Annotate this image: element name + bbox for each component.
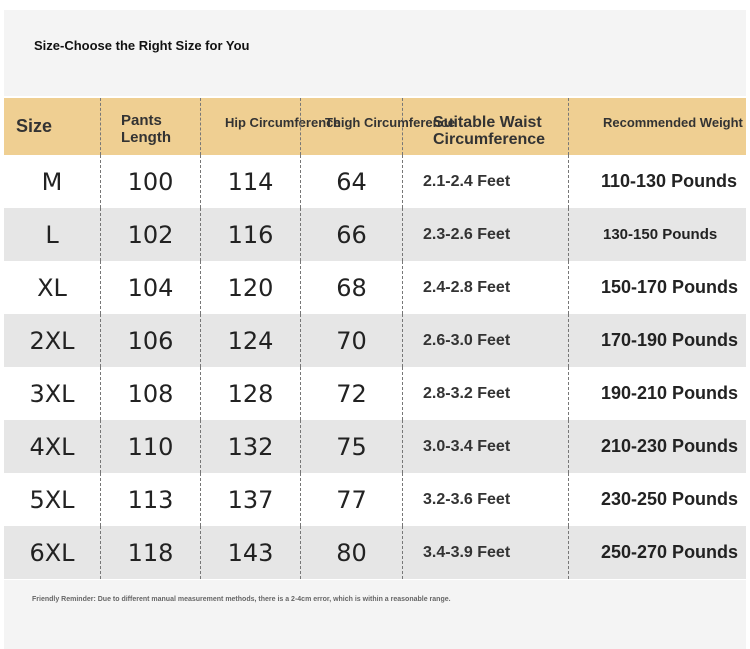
table-cell: 116 [200, 208, 300, 261]
table-cell: 80 [300, 526, 402, 579]
table-cell: 3.2-3.6 Feet [402, 473, 568, 526]
table-cell: 113 [100, 473, 200, 526]
table-cell: 70 [300, 314, 402, 367]
table-cell: 102 [100, 208, 200, 261]
table-cell: 118 [100, 526, 200, 579]
table-cell: 190-210 Pounds [568, 367, 746, 420]
table-row: 3XL 108 128 72 2.8-3.2 Feet 190-210 Pounds [4, 367, 746, 420]
table-cell: 250-270 Pounds [568, 526, 746, 579]
header-cell: Size [16, 116, 53, 136]
table-cell: 66 [300, 208, 402, 261]
table-row: XL 104 120 68 2.4-2.8 Feet 150-170 Pounds [4, 261, 746, 314]
table-cell: 124 [200, 314, 300, 367]
title-panel: Size-Choose the Right Size for You [4, 10, 746, 96]
table-cell: 130-150 Pounds [568, 208, 746, 261]
size-cell: L [45, 220, 59, 249]
table-cell: 104 [100, 261, 200, 314]
table-cell: 64 [300, 155, 402, 208]
table-cell: 106 [100, 314, 200, 367]
table-cell: 2.8-3.2 Feet [402, 367, 568, 420]
table-cell: 3.4-3.9 Feet [402, 526, 568, 579]
header-row: Size Pants Length Hip Circumference Thigh C… [4, 98, 746, 155]
table-cell: 143 [200, 526, 300, 579]
table-cell: 77 [300, 473, 402, 526]
table-cell: 120 [200, 261, 300, 314]
table-row: 6XL 118 143 80 3.4-3.9 Feet 250-270 Pounds [4, 526, 746, 579]
table-cell: 230-250 Pounds [568, 473, 746, 526]
size-cell: M [41, 167, 63, 196]
table-cell: 132 [200, 420, 300, 473]
header-cell: Hip Circumference [200, 98, 341, 155]
table-row: M 100 114 64 2.1-2.4 Feet 110-130 Pounds [4, 155, 746, 208]
footer-note: Friendly Reminder: Due to different manu… [32, 596, 451, 603]
table-cell: 210-230 Pounds [568, 420, 746, 473]
header-cell: Thigh Circumference [300, 98, 455, 155]
header-cell: Recommended Weight [568, 98, 746, 155]
table-cell: 110 [100, 420, 200, 473]
table-cell: 72 [300, 367, 402, 420]
size-cell: 5XL [29, 485, 75, 514]
size-cell: 4XL [29, 432, 75, 461]
table-cell: 2.1-2.4 Feet [402, 155, 568, 208]
size-table: Size Pants Length Hip Circumference Thigh C… [4, 98, 746, 579]
size-cell: 6XL [29, 538, 75, 567]
table-row: 2XL 106 124 70 2.6-3.0 Feet 170-190 Pounds [4, 314, 746, 367]
title: Size-Choose the Right Size for You [34, 38, 250, 53]
table-cell: 3.0-3.4 Feet [402, 420, 568, 473]
table-cell: 100 [100, 155, 200, 208]
footer-panel: Friendly Reminder: Due to different manu… [4, 580, 746, 649]
table-cell: 108 [100, 367, 200, 420]
table-cell: 128 [200, 367, 300, 420]
size-cell: XL [37, 273, 67, 302]
table-cell: 170-190 Pounds [568, 314, 746, 367]
table-cell: 114 [200, 155, 300, 208]
table-cell: 75 [300, 420, 402, 473]
table-row: 4XL 110 132 75 3.0-3.4 Feet 210-230 Pounds [4, 420, 746, 473]
table-cell: 2.4-2.8 Feet [402, 261, 568, 314]
table-row: 5XL 113 137 77 3.2-3.6 Feet 230-250 Pounds [4, 473, 746, 526]
header-cell: Pants Length [100, 98, 200, 155]
table-cell: 68 [300, 261, 402, 314]
table-cell: 137 [200, 473, 300, 526]
table-cell: 110-130 Pounds [568, 155, 746, 208]
header-cell: Suitable Waist Circumference [402, 98, 568, 155]
table-cell: 2.3-2.6 Feet [402, 208, 568, 261]
size-cell: 2XL [29, 326, 75, 355]
table-cell: 150-170 Pounds [568, 261, 746, 314]
table-cell: 2.6-3.0 Feet [402, 314, 568, 367]
table-row: L 102 116 66 2.3-2.6 Feet 130-150 Pounds [4, 208, 746, 261]
size-cell: 3XL [29, 379, 75, 408]
